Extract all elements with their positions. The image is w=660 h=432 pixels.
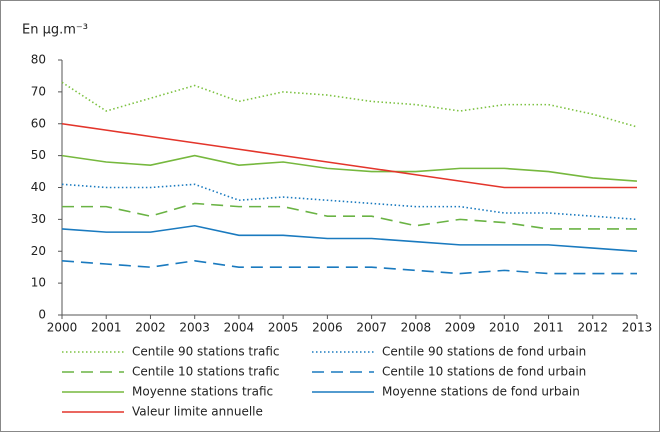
y-tick-label: 60 (31, 116, 46, 130)
y-tick-label: 10 (31, 276, 46, 290)
y-tick-label: 30 (31, 212, 46, 226)
chart-title: En µg.m⁻³ (22, 23, 88, 38)
series-line (61, 122, 637, 189)
series-line (61, 224, 638, 253)
x-tick-label: 2010 (489, 321, 520, 335)
y-tick-label: 20 (31, 244, 46, 258)
series-line (61, 154, 638, 182)
y-tick-label: 80 (31, 53, 46, 67)
y-tick-label: 70 (31, 84, 46, 98)
y-tick-label: 40 (31, 180, 46, 194)
x-tick-label: 2011 (533, 321, 564, 335)
legend-label: Centile 10 stations de fond urbain (382, 365, 586, 379)
series-line (61, 260, 637, 275)
x-tick-label: 2012 (577, 321, 608, 335)
series-line (62, 202, 637, 230)
x-tick-label: 2002 (135, 321, 166, 335)
x-tick-label: 2008 (401, 321, 432, 335)
series-line (61, 81, 638, 128)
legend-label: Valeur limite annuelle (132, 405, 263, 419)
x-tick-label: 2006 (312, 321, 343, 335)
x-tick-label: 2009 (445, 321, 476, 335)
x-tick-label: 2000 (47, 321, 78, 335)
x-tick-label: 2007 (356, 321, 387, 335)
x-tick-label: 2013 (622, 321, 653, 335)
legend-label: Centile 90 stations de fond urbain (382, 345, 586, 359)
y-tick-label: 0 (38, 308, 46, 322)
legend-label: Moyenne stations de fond urbain (382, 385, 580, 399)
x-tick-label: 2001 (91, 321, 122, 335)
x-tick-label: 2003 (179, 321, 210, 335)
x-tick-label: 2005 (268, 321, 299, 335)
y-tick-label: 50 (31, 148, 46, 162)
legend-label: Centile 10 stations trafic (132, 365, 280, 379)
x-tick-label: 2004 (224, 321, 255, 335)
legend-label: Moyenne stations trafic (132, 385, 273, 399)
legend-label: Centile 90 stations trafic (132, 345, 280, 359)
